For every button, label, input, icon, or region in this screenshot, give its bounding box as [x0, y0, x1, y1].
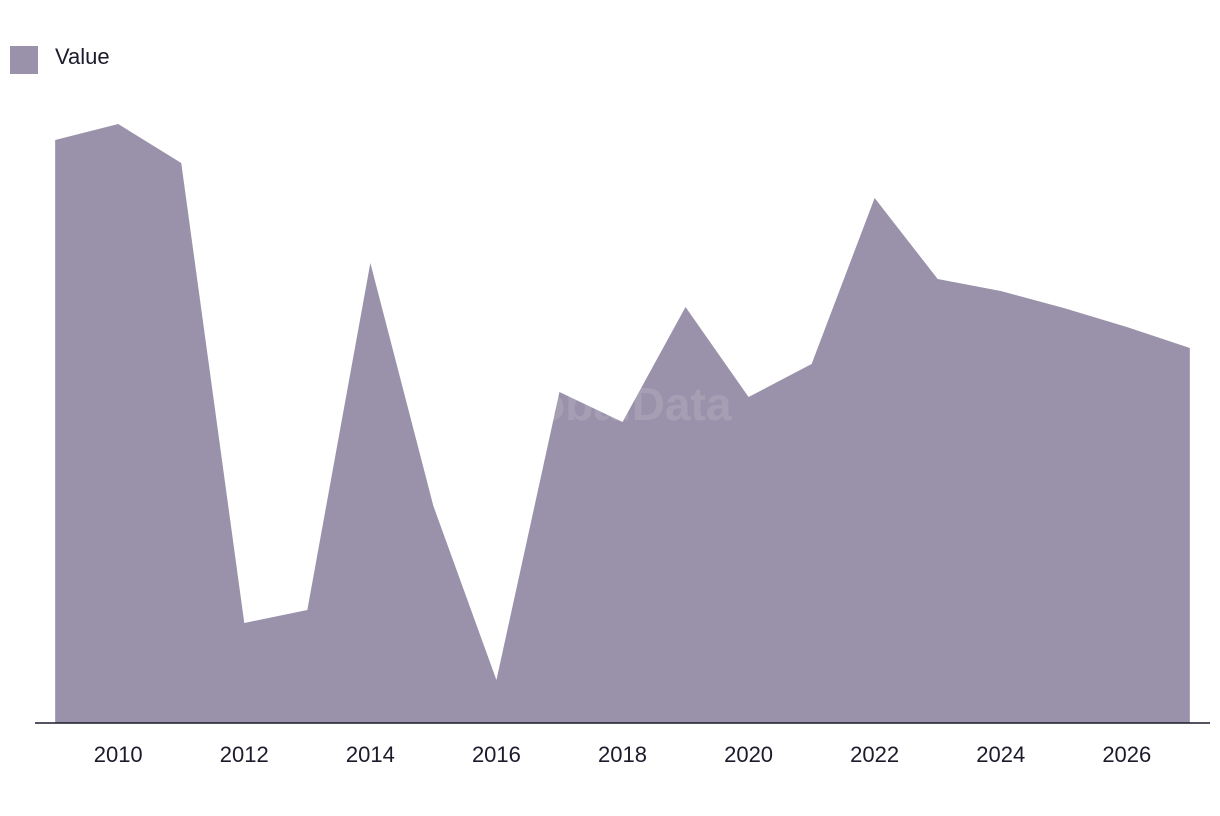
x-tick-label: 2012: [220, 742, 269, 767]
x-tick-label: 2016: [472, 742, 521, 767]
legend-swatch: [10, 46, 38, 74]
x-tick-label: 2026: [1102, 742, 1151, 767]
x-tick-label: 2014: [346, 742, 395, 767]
legend-label: Value: [55, 44, 110, 69]
x-tick-label: 2010: [94, 742, 143, 767]
x-tick-label: 2018: [598, 742, 647, 767]
area: [55, 124, 1190, 723]
x-tick-label: 2020: [724, 742, 773, 767]
x-tick-label: 2022: [850, 742, 899, 767]
watermark: GlobalData: [489, 378, 732, 430]
x-tick-label: 2024: [976, 742, 1025, 767]
